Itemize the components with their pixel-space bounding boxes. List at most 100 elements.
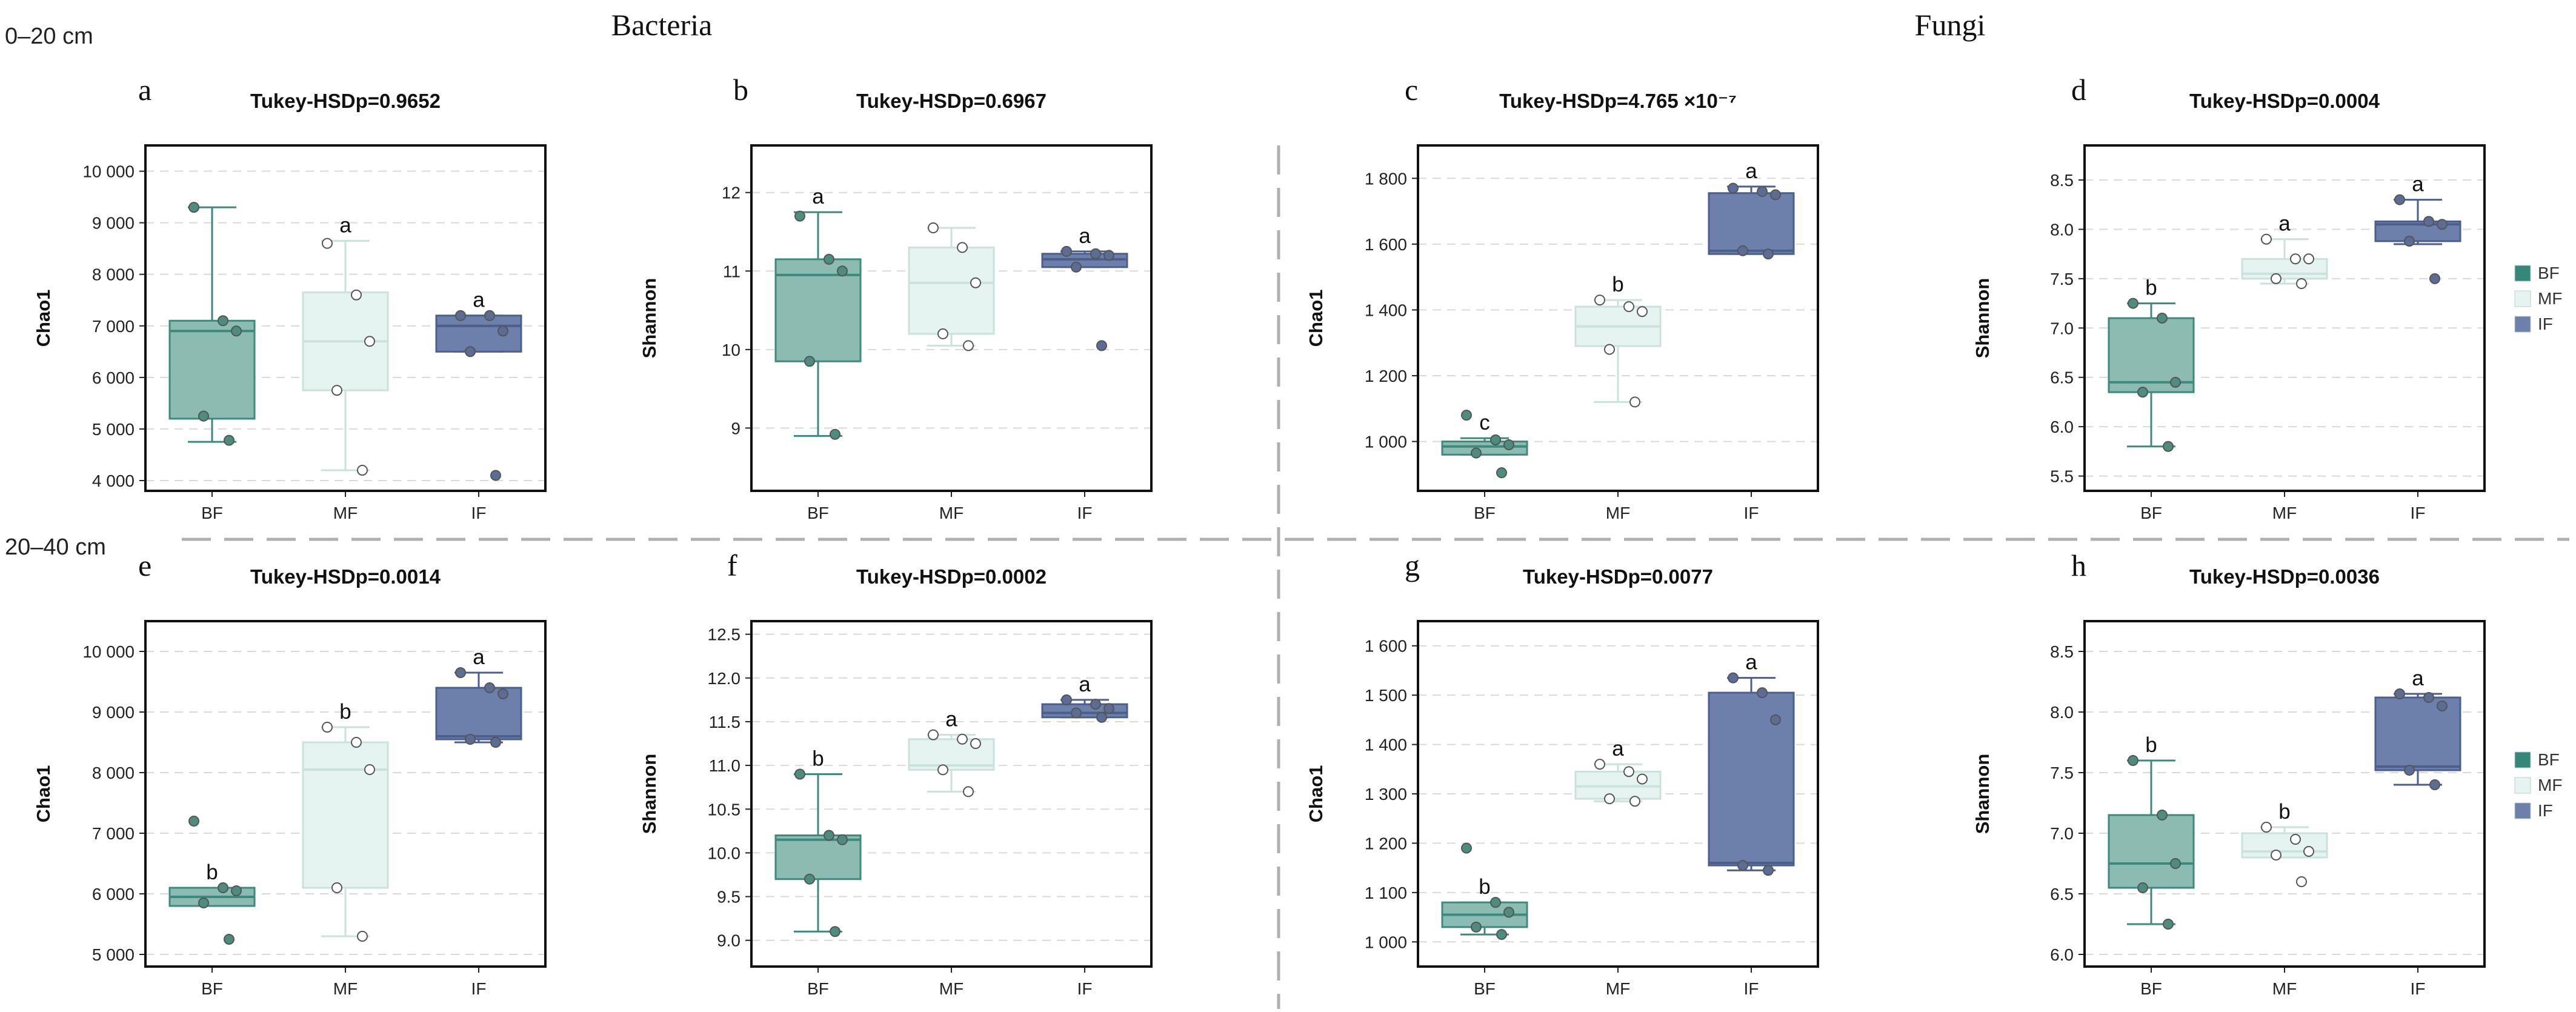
data-point <box>2303 846 2314 857</box>
y-tick-label: 10 <box>722 341 741 359</box>
box-mf: a <box>908 708 995 797</box>
data-point <box>794 210 805 222</box>
data-point <box>2404 235 2415 247</box>
data-point <box>2128 298 2138 309</box>
data-point <box>1103 703 1114 714</box>
x-tick-label: MF <box>939 504 964 522</box>
x-tick-label: BF <box>807 979 829 998</box>
fungi-header: Fungi <box>1915 8 1986 42</box>
data-point <box>1061 245 1072 257</box>
data-point <box>1737 245 1748 256</box>
panel-letter-h: h <box>2071 548 2086 582</box>
data-point <box>455 310 466 321</box>
data-point <box>2261 822 2272 833</box>
data-point <box>1503 907 1514 918</box>
data-point <box>963 786 974 797</box>
box-if: a <box>1708 651 1795 876</box>
data-point <box>1770 189 1781 201</box>
data-point <box>1061 694 1072 705</box>
y-tick-label: 11.5 <box>709 713 741 731</box>
data-point <box>830 428 840 440</box>
iqr-box <box>1574 770 1662 800</box>
plot-frame <box>2083 620 2486 968</box>
y-tick-label: 6 000 <box>92 368 135 387</box>
panel-title: Tukey-HSDp=4.765 ×10⁻⁷ <box>1499 90 1737 112</box>
y-axis-label: Shannon <box>1972 278 1993 359</box>
data-point <box>2261 233 2272 245</box>
data-point <box>1594 759 1605 770</box>
data-point <box>2394 688 2405 699</box>
data-point <box>198 897 209 908</box>
data-point <box>1763 248 1774 260</box>
panel-letter-f: f <box>727 548 737 582</box>
y-tick-label: 9 000 <box>92 214 135 233</box>
panels: a Tukey-HSDp=0.9652 4 000 5 000 6 000 7 000 8 … <box>33 73 2486 998</box>
data-point <box>837 265 848 277</box>
box-if: a <box>435 645 522 748</box>
y-tick-label: 6 000 <box>92 885 135 904</box>
data-point <box>490 470 501 481</box>
box-if: a <box>2374 173 2461 284</box>
box-mf: a <box>2241 212 2328 289</box>
data-point <box>970 277 981 288</box>
iqr-box <box>2241 832 2328 859</box>
data-point <box>2290 253 2301 265</box>
y-axis-label: Shannon <box>1972 754 1993 834</box>
x-tick-label: MF <box>333 979 358 998</box>
x-tick-label: MF <box>939 979 964 998</box>
data-point <box>2394 194 2405 205</box>
y-tick-label: 1 800 <box>1365 169 1407 188</box>
panel-letter-b: b <box>733 73 748 107</box>
y-tick-label: 10 000 <box>82 642 135 661</box>
data-point <box>1623 301 1634 312</box>
data-point <box>2170 376 2181 388</box>
data-point <box>364 336 375 347</box>
significance-letter: b <box>2145 276 2157 300</box>
box-if: a <box>1041 673 1128 723</box>
y-tick-label: 9.5 <box>717 888 741 907</box>
y-tick-label: 1 300 <box>1365 785 1407 804</box>
data-point <box>188 816 199 827</box>
data-point <box>351 289 362 301</box>
data-point <box>804 356 815 367</box>
panel-b: b Tukey-HSDp=0.6967 9 10 11 12 Shannon a BF MF a IF <box>639 73 1153 522</box>
data-point <box>2271 273 2281 284</box>
data-point <box>465 346 476 358</box>
significance-letter: a <box>1612 737 1624 761</box>
panel-a: a Tukey-HSDp=0.9652 4 000 5 000 6 000 7 000 8 … <box>33 73 547 522</box>
data-point <box>188 202 199 213</box>
panel-letter-c: c <box>1405 73 1418 107</box>
y-axis-label: Shannon <box>639 754 660 834</box>
legend-label: IF <box>2538 315 2553 333</box>
data-point <box>224 934 235 945</box>
data-point <box>1503 439 1514 450</box>
data-point <box>2437 701 2448 711</box>
data-point <box>1637 306 1648 318</box>
data-point <box>2429 273 2440 284</box>
data-point <box>1757 186 1768 197</box>
legend-swatch-mf <box>2514 777 2531 794</box>
x-tick-label: IF <box>1077 504 1093 522</box>
data-point <box>364 764 375 775</box>
box-bf: b <box>2108 733 2195 930</box>
data-point <box>2296 876 2307 887</box>
y-tick-label: 9.0 <box>717 931 741 950</box>
panel-title: Tukey-HSDp=0.6967 <box>856 90 1047 112</box>
legend-label: BF <box>2538 264 2560 282</box>
panel-g: g Tukey-HSDp=0.0077 1 000 1 100 1 200 1 300 1 … <box>1305 548 1819 998</box>
data-point <box>2163 441 2174 452</box>
box-bf: b <box>168 816 256 945</box>
y-tick-label: 8.5 <box>2050 642 2074 661</box>
box-mf: a <box>1574 737 1662 807</box>
significance-letter: a <box>473 645 485 669</box>
significance-letter: a <box>812 185 824 208</box>
data-point <box>830 926 840 937</box>
panel-title: Tukey-HSDp=0.0004 <box>2189 90 2380 112</box>
data-point <box>1471 921 1482 933</box>
data-point <box>2137 387 2148 398</box>
panel-h: h Tukey-HSDp=0.0036 6.0 6.5 7.0 7.5 8.0 8.5 Shan… <box>1972 548 2486 998</box>
iqr-box <box>1441 441 1528 456</box>
y-tick-label: 1 400 <box>1365 736 1407 754</box>
data-point <box>2303 253 2314 265</box>
data-point <box>957 733 968 745</box>
